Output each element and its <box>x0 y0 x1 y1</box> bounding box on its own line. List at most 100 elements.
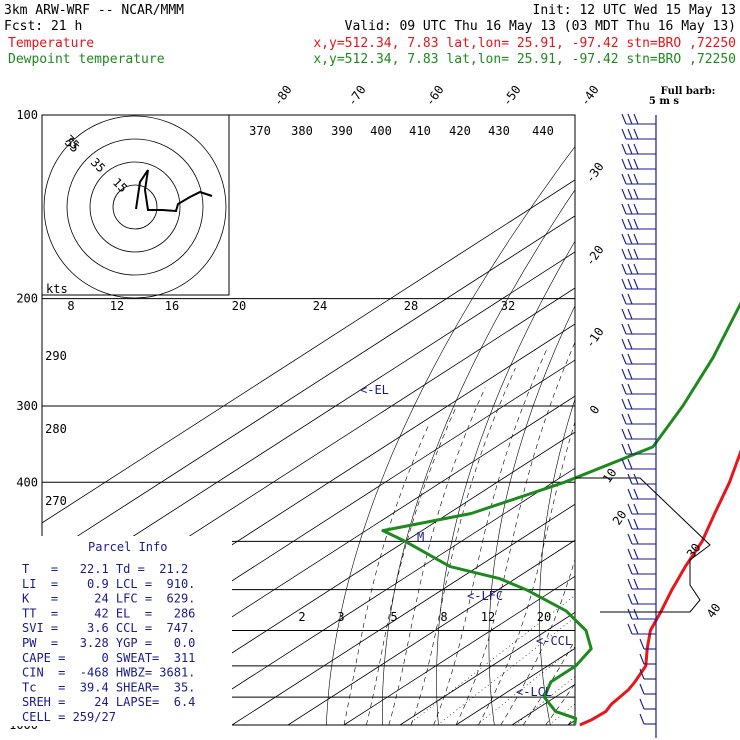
wind-barb-feather <box>633 143 639 155</box>
forecast-hour: Fcst: 21 h <box>4 19 82 34</box>
wind-barb-feather <box>627 248 633 260</box>
wind-barb-feather <box>627 203 633 215</box>
dry-adiabat <box>436 240 575 725</box>
pressure-label-200: 200 <box>16 292 38 306</box>
dry-adiabat <box>725 115 740 725</box>
wind-barb-feather <box>621 368 627 380</box>
moist-adiabat <box>433 346 549 725</box>
wind-barb-feather <box>633 278 639 290</box>
parcel-info-row: T = 22.1 Td = 21.2 <box>22 562 188 576</box>
wind-barb-feather <box>627 113 633 125</box>
wind-barb-feather <box>621 398 627 410</box>
hodograph-trace <box>135 169 213 213</box>
dewpoint-profile <box>381 301 740 726</box>
parcel-info-row: TT = 42 EL = 286 <box>22 606 195 620</box>
wind-barb-feather <box>633 203 639 215</box>
mixing-axis-label: 20 <box>232 299 246 313</box>
wind-barb-feather <box>621 203 627 215</box>
level-annotation: <-LFC <box>467 589 503 603</box>
wind-barb-feather <box>621 113 627 125</box>
moist-adiabat <box>500 558 575 725</box>
wind-barb-feather <box>639 668 645 680</box>
wind-barb-feather <box>633 488 639 500</box>
wind-barb-feather <box>633 503 639 515</box>
theta-label: 390 <box>331 124 353 138</box>
mixing-axis-label: 28 <box>404 299 418 313</box>
isotherm-label: 0 <box>587 403 603 417</box>
pressure-label-400: 400 <box>16 475 38 489</box>
isotherm <box>736 115 740 725</box>
wind-barb-feather <box>621 173 627 185</box>
mixing-axis-label: 16 <box>165 299 179 313</box>
wind-barb-feather <box>627 308 633 320</box>
parcel-info-row: Tc = 39.4 SHEAR= 35. <box>22 680 195 694</box>
theta-label: 410 <box>409 124 431 138</box>
wind-barb-feather <box>627 368 633 380</box>
wind-barb-feather <box>633 173 639 185</box>
isotherm-label: -40 <box>578 83 602 109</box>
wind-barb-feather <box>639 683 645 695</box>
dry-adiabat <box>382 189 575 725</box>
wind-barb-feather <box>621 143 627 155</box>
wind-barb-feather <box>627 143 633 155</box>
wind-barb-feather <box>621 443 627 455</box>
moist-adiabat <box>478 420 575 725</box>
wind-barb-feather <box>627 458 633 470</box>
isotherm <box>42 179 575 524</box>
wind-barb-feather <box>633 578 639 590</box>
dry-adiabat <box>539 398 575 725</box>
level-annotation: <-EL <box>360 383 389 397</box>
moist-adiabat <box>455 341 575 725</box>
wind-barb-feather <box>627 413 633 425</box>
mixing-ratio-line <box>407 595 575 725</box>
wind-barb-feather <box>627 548 633 560</box>
theta-label: 290 <box>45 349 67 363</box>
wind-barb-feather <box>633 113 639 125</box>
wind-barb-feather <box>621 128 627 140</box>
barb-key-line1: Full barb: <box>661 86 716 97</box>
wind-barb-feather <box>621 248 627 260</box>
label-outline <box>575 477 711 613</box>
wind-barb-feather <box>621 338 627 350</box>
temperature-profile <box>579 449 740 727</box>
mixing-axis-label: 24 <box>313 299 327 313</box>
isotherm-label: -30 <box>583 160 607 186</box>
theta-label: 280 <box>45 422 67 436</box>
isotherm <box>231 503 575 725</box>
model-title: 3km ARW-WRF -- NCAR/MMM <box>4 3 184 18</box>
dry-adiabat <box>326 146 575 725</box>
parcel-info-row: SVI = 3.6 CCL = 747. <box>22 621 195 635</box>
wind-barb-feather <box>627 503 633 515</box>
moist-adiabat <box>366 405 457 725</box>
legend-temperature-info: x,y=512.34, 7.83 lat,lon= 25.91, -97.42 … <box>313 36 736 51</box>
mixing-axis-label: 8 <box>67 299 74 313</box>
isotherm-label: 10 <box>600 466 620 486</box>
wind-barb-feather <box>633 623 639 635</box>
isotherm <box>42 251 575 596</box>
parcel-info-row: CAPE = 0 SWEAT= 311 <box>22 651 195 665</box>
hodograph-ring <box>66 138 204 276</box>
wind-barb-feather <box>633 248 639 260</box>
theta-label: 380 <box>291 124 313 138</box>
hodograph-frame <box>41 114 230 296</box>
hodograph-ring <box>89 161 181 253</box>
isotherm-label: -60 <box>423 83 447 109</box>
wind-barb-feather <box>621 278 627 290</box>
wind-barb-feather <box>633 548 639 560</box>
mixing-ratio-label: 20 <box>537 610 551 624</box>
wind-barb-feather <box>627 323 633 335</box>
wind-barb-feather <box>627 293 633 305</box>
wind-barb-feather <box>639 653 645 665</box>
isotherm-label: -10 <box>583 325 607 351</box>
wind-barb-feather <box>633 263 639 275</box>
mixing-ratio-label: 5 <box>390 610 397 624</box>
wind-barb-feather <box>627 473 633 485</box>
level-annotation: M <box>417 530 424 544</box>
wind-barb-feather <box>627 128 633 140</box>
wind-barb-feather <box>621 323 627 335</box>
mixing-axis-label: 12 <box>110 299 124 313</box>
hodograph-units: kts <box>46 282 68 296</box>
mixing-ratio-label: 3 <box>337 610 344 624</box>
wind-barb-feather <box>627 533 633 545</box>
dry-adiabat <box>681 115 740 725</box>
